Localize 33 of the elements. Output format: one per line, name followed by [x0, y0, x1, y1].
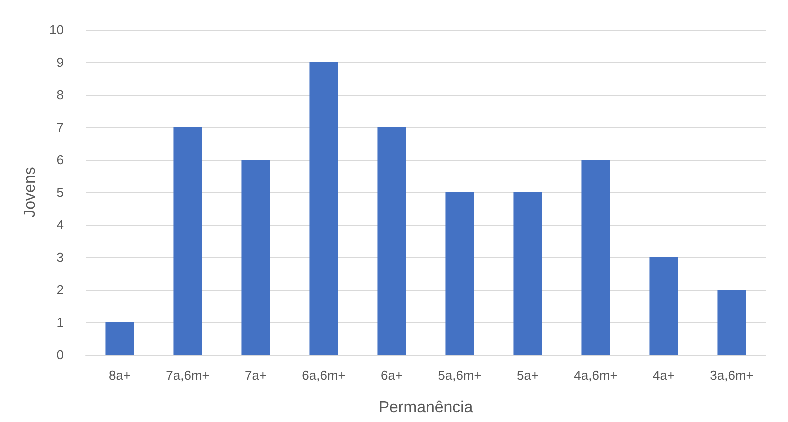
y-tick-label: 10 [50, 22, 64, 38]
y-tick-label: 6 [56, 152, 64, 168]
bar [582, 160, 610, 355]
bar [174, 128, 202, 355]
y-axis-title: Jovens [22, 167, 40, 218]
x-tick-label: 4a+ [652, 368, 676, 383]
x-tick-label: 5a,6m+ [438, 368, 482, 383]
x-tick-label: 7a+ [244, 368, 268, 383]
bar [514, 192, 542, 355]
bar [650, 258, 678, 355]
y-tick-label: 7 [56, 120, 64, 135]
bar [718, 290, 746, 355]
y-tick-label: 4 [56, 218, 64, 232]
bar [378, 128, 406, 355]
y-tick-label: 2 [56, 282, 64, 298]
x-axis-title: Permanência [378, 400, 474, 416]
bar [310, 62, 338, 355]
x-tick-label: 7a,6m+ [166, 368, 210, 383]
bar [106, 322, 134, 355]
y-tick-label: 9 [56, 55, 64, 70]
y-tick-label: 5 [56, 185, 64, 200]
x-tick-label: 6a+ [380, 368, 404, 383]
x-tick-label: 8a+ [108, 368, 132, 383]
y-tick-label: 0 [56, 348, 64, 362]
bar [446, 192, 474, 355]
y-tick-label: 3 [56, 250, 64, 265]
y-tick-label: 8 [56, 88, 64, 102]
y-tick-label: 1 [56, 315, 64, 330]
x-tick-label: 4a,6m+ [574, 368, 618, 383]
x-tick-label: 3a,6m+ [710, 368, 754, 383]
x-tick-label: 6a,6m+ [302, 368, 346, 383]
bar [242, 160, 270, 355]
x-tick-label: 5a+ [516, 368, 540, 383]
